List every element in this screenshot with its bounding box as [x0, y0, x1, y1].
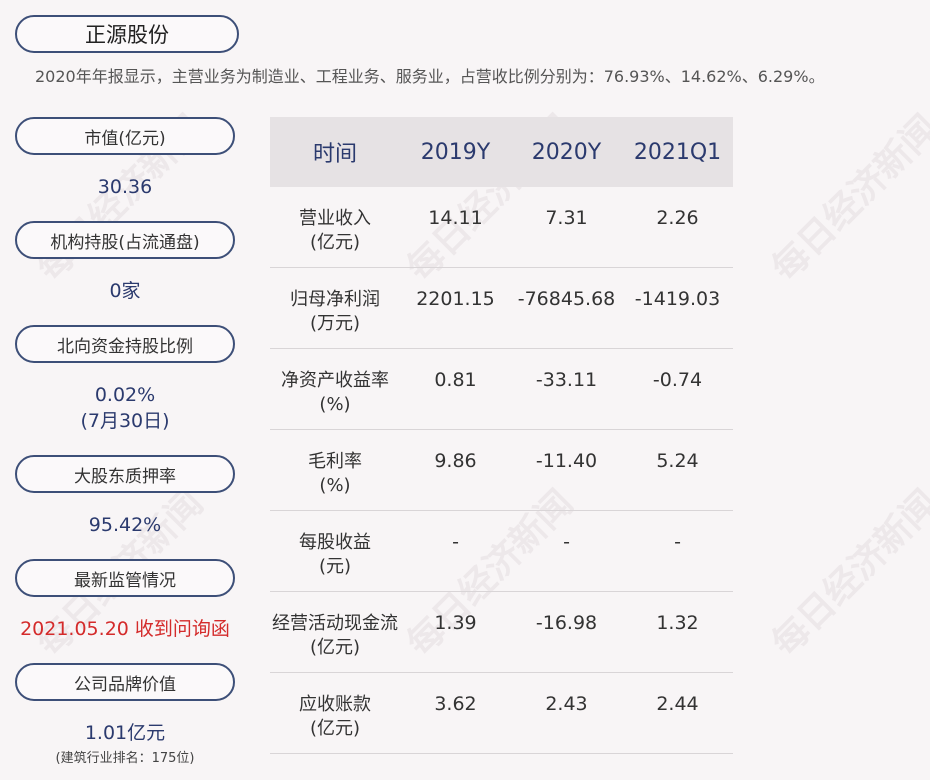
- business-summary: 2020年年报显示，主营业务为制造业、工程业务、服务业，占营收比例分别为：76.…: [35, 67, 825, 86]
- row-label: 营业收入 (亿元): [270, 207, 400, 255]
- market-cap-label: 市值(亿元): [84, 128, 166, 149]
- header-2020: 2020Y: [531, 139, 602, 165]
- row-label-name: 营业收入: [299, 208, 371, 229]
- northbound-label: 北向资金持股比例: [57, 336, 193, 357]
- table-cell: 2.44: [656, 693, 699, 715]
- watermark: 每日经济新闻: [763, 106, 930, 290]
- pledge-value: 95.42%: [88, 514, 162, 536]
- header-2021q1: 2021Q1: [633, 139, 722, 165]
- pledge-label-pill: 大股东质押率: [15, 455, 235, 493]
- table-row: 经营活动现金流 (亿元) 1.39 -16.98 1.32: [270, 592, 733, 673]
- table-cell: 2.26: [656, 207, 699, 229]
- market-cap-value: 30.36: [97, 176, 153, 198]
- row-label: 每股收益 (元): [270, 531, 400, 579]
- row-label: 应收账款 (亿元): [270, 693, 400, 741]
- row-label-name: 归母净利润: [290, 289, 380, 310]
- institution-label-pill: 机构持股(占流通盘): [15, 221, 235, 259]
- table-cell: -0.74: [652, 369, 703, 391]
- table-cell: 3.62: [434, 693, 477, 715]
- row-label-name: 每股收益: [299, 532, 371, 553]
- row-label: 归母净利润 (万元): [270, 288, 400, 336]
- table-cell: 9.86: [434, 450, 477, 472]
- row-label-unit: (亿元): [309, 232, 361, 253]
- row-label-unit: (亿元): [309, 718, 361, 739]
- table-row: 每股收益 (元) - - -: [270, 511, 733, 592]
- table-cell: -11.40: [535, 450, 598, 472]
- brand-rank: (建筑行业排名：175位): [55, 751, 195, 766]
- institution-value: 0家: [109, 280, 141, 302]
- market-cap-label-pill: 市值(亿元): [15, 117, 235, 155]
- table-cell: -16.98: [535, 612, 598, 634]
- table-cell: 7.31: [545, 207, 588, 229]
- northbound-date: (7月30日): [80, 410, 170, 432]
- table-cell: 0.81: [434, 369, 477, 391]
- row-label: 经营活动现金流 (亿元): [270, 612, 400, 660]
- table-row: 归母净利润 (万元) 2201.15 -76845.68 -1419.03: [270, 268, 733, 349]
- table-cell: -1419.03: [634, 288, 721, 310]
- company-name-badge: 正源股份: [15, 15, 239, 53]
- row-label-unit: (万元): [309, 313, 361, 334]
- row-label-unit: (亿元): [309, 637, 361, 658]
- table-cell: -33.11: [535, 369, 598, 391]
- regulation-value: 2021.05.20 收到问询函: [20, 618, 230, 640]
- row-label: 净资产收益率 (%): [270, 369, 400, 417]
- row-label: 毛利率 (%): [270, 450, 400, 498]
- table-row: 净资产收益率 (%) 0.81 -33.11 -0.74: [270, 349, 733, 430]
- header-period: 时间: [312, 142, 357, 167]
- row-label-unit: (%): [319, 475, 351, 496]
- table-cell: -: [563, 531, 570, 553]
- table-cell: 1.39: [434, 612, 477, 634]
- table-cell: 2201.15: [416, 288, 495, 310]
- table-row: 应收账款 (亿元) 3.62 2.43 2.44: [270, 673, 733, 754]
- row-label-name: 应收账款: [299, 694, 371, 715]
- table-row: 营业收入 (亿元) 14.11 7.31 2.26: [270, 187, 733, 268]
- financial-table: 时间 2019Y 2020Y 2021Q1 营业收入 (亿元) 14.11 7.31 2…: [270, 117, 733, 754]
- row-label-name: 经营活动现金流: [272, 613, 398, 634]
- brand-label-pill: 公司品牌价值: [15, 663, 235, 701]
- table-cell: 14.11: [428, 207, 483, 229]
- table-cell: -: [674, 531, 681, 553]
- table-cell: 1.32: [656, 612, 699, 634]
- brand-value: 1.01亿元: [84, 722, 166, 744]
- northbound-value: 0.02%: [94, 384, 156, 406]
- row-label-name: 毛利率: [308, 451, 362, 472]
- regulation-label-pill: 最新监管情况: [15, 559, 235, 597]
- row-label-unit: (%): [319, 394, 351, 415]
- table-row: 毛利率 (%) 9.86 -11.40 5.24: [270, 430, 733, 511]
- northbound-label-pill: 北向资金持股比例: [15, 325, 235, 363]
- institution-label: 机构持股(占流通盘): [50, 232, 200, 253]
- regulation-label: 最新监管情况: [74, 570, 176, 591]
- watermark: 每日经济新闻: [763, 481, 930, 665]
- table-body: 营业收入 (亿元) 14.11 7.31 2.26 归母净利润 (万元) 2201.15 -76…: [270, 187, 733, 754]
- header-2019: 2019Y: [420, 139, 491, 165]
- pledge-label: 大股东质押率: [74, 466, 176, 487]
- row-label-unit: (元): [318, 556, 352, 577]
- table-header: 时间 2019Y 2020Y 2021Q1: [270, 117, 733, 187]
- table-cell: 5.24: [656, 450, 699, 472]
- table-cell: -: [452, 531, 459, 553]
- brand-label: 公司品牌价值: [74, 674, 176, 695]
- company-name: 正源股份: [85, 23, 169, 47]
- row-label-name: 净资产收益率: [281, 370, 389, 391]
- table-cell: 2.43: [545, 693, 588, 715]
- table-cell: -76845.68: [517, 288, 616, 310]
